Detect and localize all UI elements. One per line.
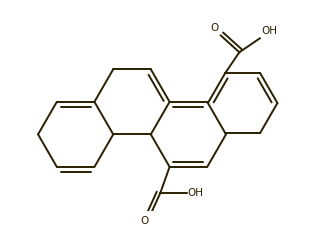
Text: OH: OH (187, 188, 203, 198)
Text: O: O (211, 23, 219, 34)
Text: OH: OH (261, 26, 277, 36)
Text: O: O (141, 216, 149, 225)
